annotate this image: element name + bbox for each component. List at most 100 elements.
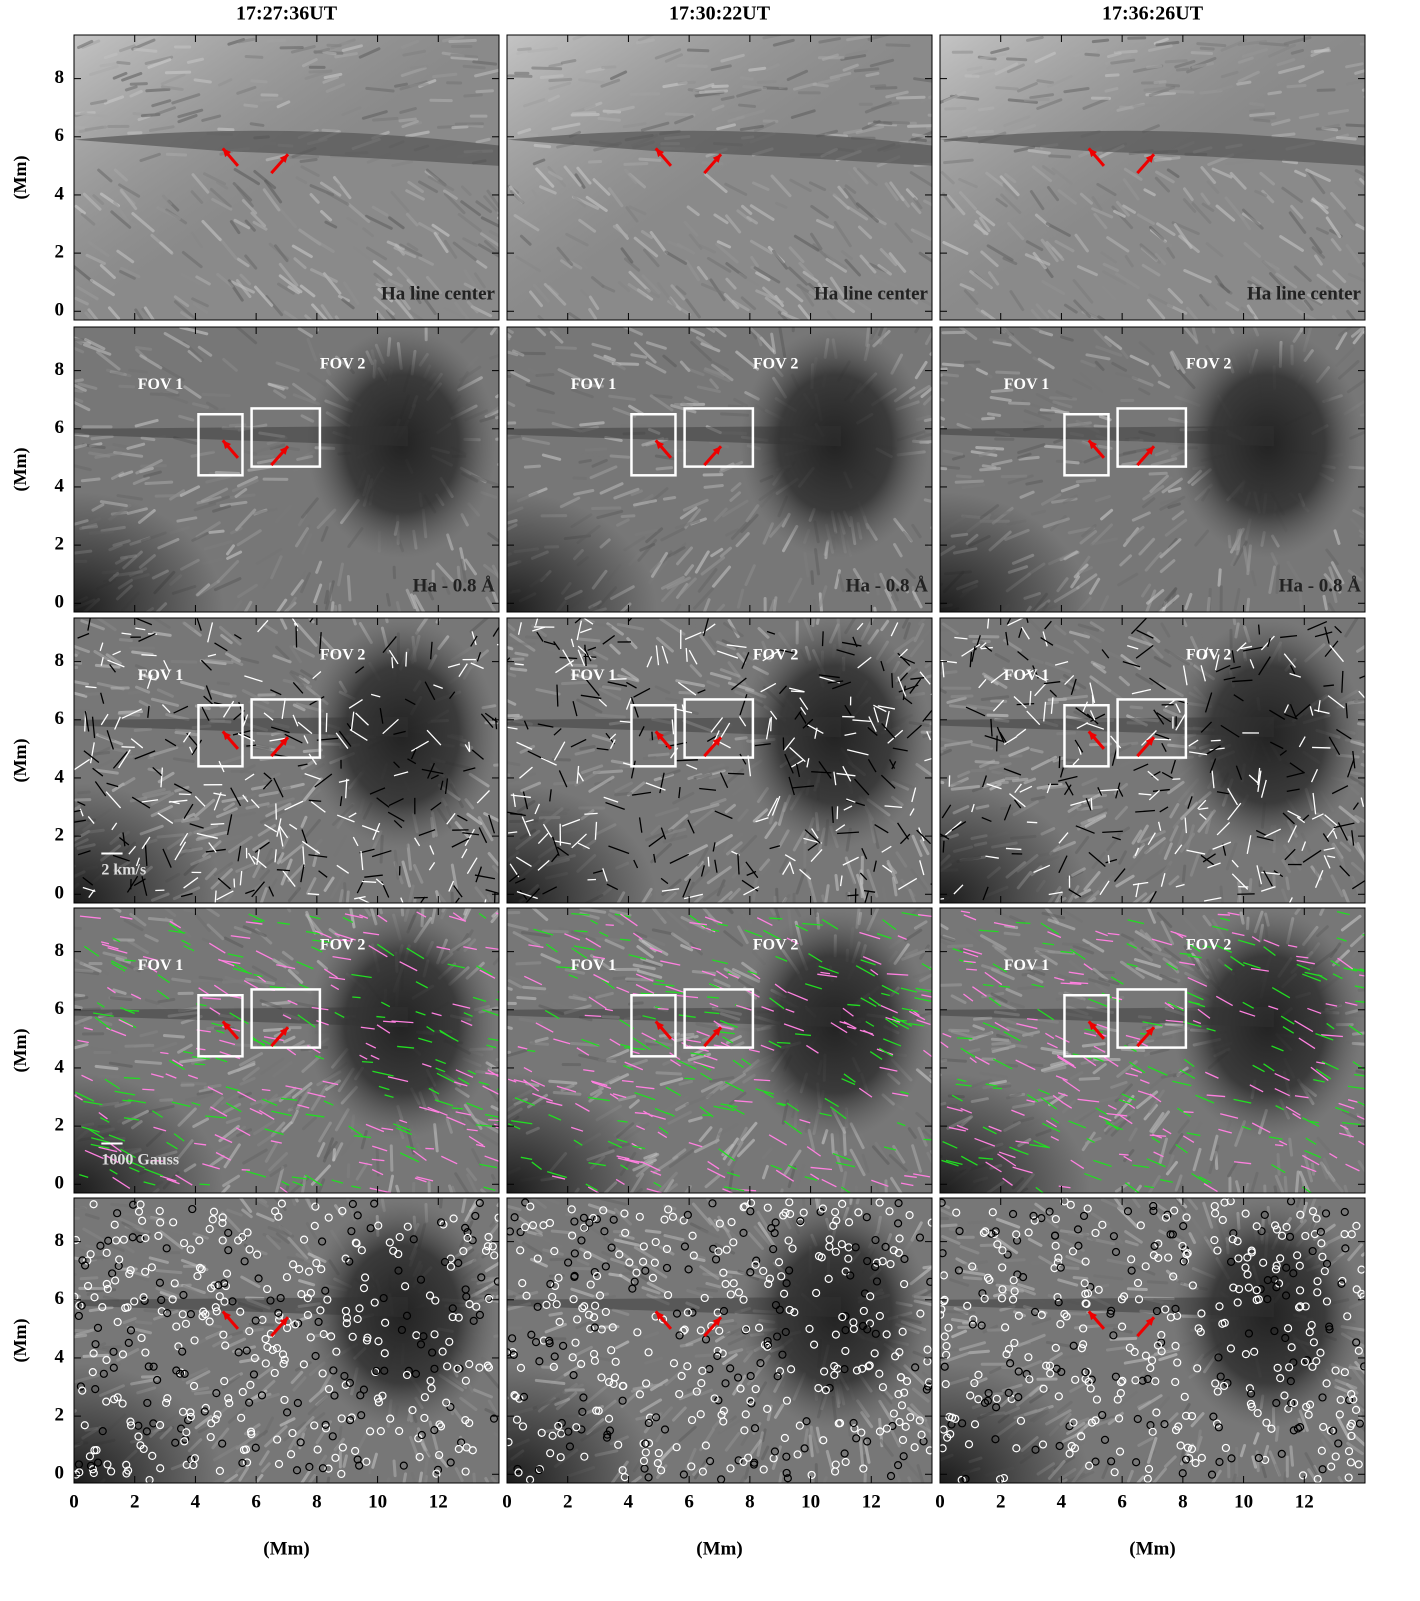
fibril [1287,878,1289,889]
panel-label: Ha line center [381,283,496,304]
fibril [1198,44,1225,46]
fibril [836,876,838,890]
fibril [111,998,131,1000]
fibril [1118,743,1137,745]
fibril [871,86,884,87]
fov-label: FOV 1 [571,667,616,684]
fibril [1155,82,1165,83]
fibril [758,82,775,83]
fibril [648,486,667,487]
fibril [1086,54,1099,55]
fibril [120,640,131,641]
image-panel [490,608,953,921]
fibril [348,576,350,599]
fibril [1347,125,1369,126]
fibril [649,754,668,756]
fibril [983,418,994,419]
fov-label: FOV 2 [1186,646,1231,663]
fibril [812,572,813,584]
panel-label: Ha line center [814,283,929,304]
panel-label: Ha line center [1247,283,1362,304]
fibril [943,364,963,366]
fibril [518,998,535,999]
fibril [146,482,172,483]
fibril [194,980,212,981]
vector-arrow [1259,625,1260,635]
fibril [946,108,965,109]
fibril [956,481,982,482]
fov-label: FOV 1 [138,667,183,684]
fibril [997,372,1019,373]
fibril [387,595,389,606]
fibril [1251,113,1274,115]
fibril [497,912,519,913]
fibril [688,50,707,51]
fibril [657,468,671,469]
fibril [223,981,245,983]
fibril [983,466,995,468]
fibril [1260,43,1287,45]
fibril [395,84,406,86]
fibril [912,139,925,140]
vector-arrow [326,713,327,732]
dark-corner [507,783,657,903]
fibril [1025,99,1048,100]
fibril [53,866,74,876]
fibril [452,55,477,57]
fibril [1167,85,1178,86]
fibril [147,89,169,90]
fibril [664,497,674,499]
fov-label: FOV 1 [1004,667,1049,684]
fibril [644,758,655,759]
y-tick-label: 2 [55,1114,65,1135]
fibril [465,95,481,96]
fibril [166,72,189,73]
vector-arrow [452,1108,463,1109]
y-tick-label: 2 [55,824,65,845]
fibril [131,84,146,85]
vector-arrow [652,732,653,741]
fov-label: FOV 1 [138,957,183,974]
fibril [580,460,591,462]
fibril [519,49,531,50]
vector-arrow [728,773,744,774]
vector-arrow [308,894,319,895]
fibril [1093,40,1107,42]
fov-label: FOV 1 [1004,376,1049,393]
fibril [550,79,571,80]
y-axis-label: (Mm) [10,448,31,492]
fov-label: FOV 1 [571,376,616,393]
fibril [391,1146,392,1170]
fibril [1170,91,1192,92]
fibril [268,40,284,41]
scale-label: 1000 Gauss [101,1152,179,1169]
y-tick-label: 8 [55,940,65,961]
fibril [525,466,539,467]
fibril [452,893,453,910]
y-tick-label: 0 [55,300,65,321]
fibril [374,118,397,120]
fov-label: FOV 2 [320,355,365,372]
fov-label: FOV 2 [753,646,798,663]
fibril [377,1149,378,1175]
vector-arrow [1108,855,1109,863]
fibril [1150,473,1166,474]
fibril [135,49,156,51]
vector-arrow [823,631,824,646]
fibril [680,693,693,694]
fibril [970,636,998,637]
y-tick-label: 0 [55,883,65,904]
fibril [1238,82,1250,84]
fov-label: FOV 2 [1186,355,1231,372]
panel-label: Ha - 0.8 Å [846,575,929,596]
vector-arrow [121,747,134,748]
fibril [952,696,972,697]
fibril [1364,752,1377,758]
fibril [611,456,628,457]
fibril [130,370,147,372]
fibril [1008,59,1026,60]
vector-arrow [199,1184,210,1185]
fibril [1134,105,1157,107]
fibril [1051,380,1065,382]
y-tick-label: 4 [55,475,65,496]
